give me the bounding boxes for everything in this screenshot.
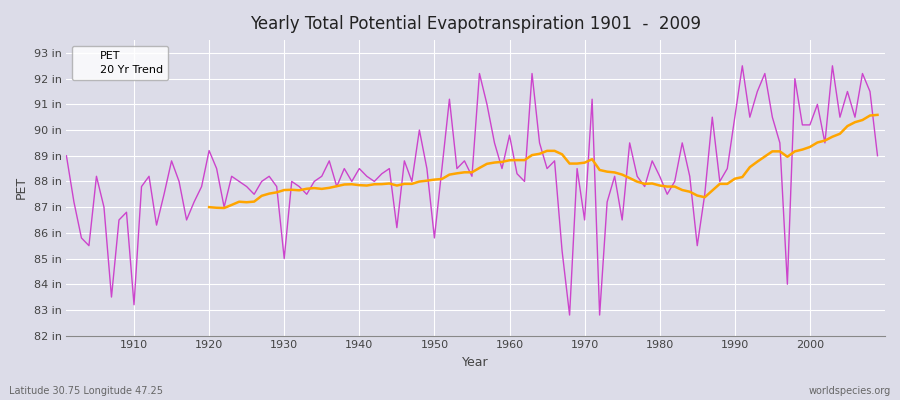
PET xyxy=(286,179,297,184)
Title: Yearly Total Potential Evapotranspiration 1901  -  2009: Yearly Total Potential Evapotranspiratio… xyxy=(250,15,701,33)
20 Yr Trend xyxy=(872,112,883,117)
20 Yr Trend xyxy=(677,188,688,192)
PET xyxy=(61,153,72,158)
X-axis label: Year: Year xyxy=(463,356,489,369)
Text: Latitude 30.75 Longitude 47.25: Latitude 30.75 Longitude 47.25 xyxy=(9,386,163,396)
PET xyxy=(564,313,575,318)
20 Yr Trend xyxy=(414,179,425,184)
PET xyxy=(331,184,342,189)
20 Yr Trend xyxy=(767,149,778,154)
20 Yr Trend xyxy=(782,154,793,159)
Line: 20 Yr Trend: 20 Yr Trend xyxy=(209,115,878,208)
20 Yr Trend xyxy=(302,186,312,191)
PET xyxy=(497,166,508,171)
Y-axis label: PET: PET xyxy=(15,176,28,200)
20 Yr Trend xyxy=(219,206,230,210)
20 Yr Trend xyxy=(203,205,214,210)
20 Yr Trend xyxy=(850,120,860,125)
PET xyxy=(737,64,748,68)
Line: PET: PET xyxy=(67,66,878,315)
PET xyxy=(872,153,883,158)
PET xyxy=(504,133,515,138)
PET xyxy=(122,210,132,215)
Legend: PET, 20 Yr Trend: PET, 20 Yr Trend xyxy=(72,46,168,80)
Text: worldspecies.org: worldspecies.org xyxy=(809,386,891,396)
PET xyxy=(602,200,613,204)
